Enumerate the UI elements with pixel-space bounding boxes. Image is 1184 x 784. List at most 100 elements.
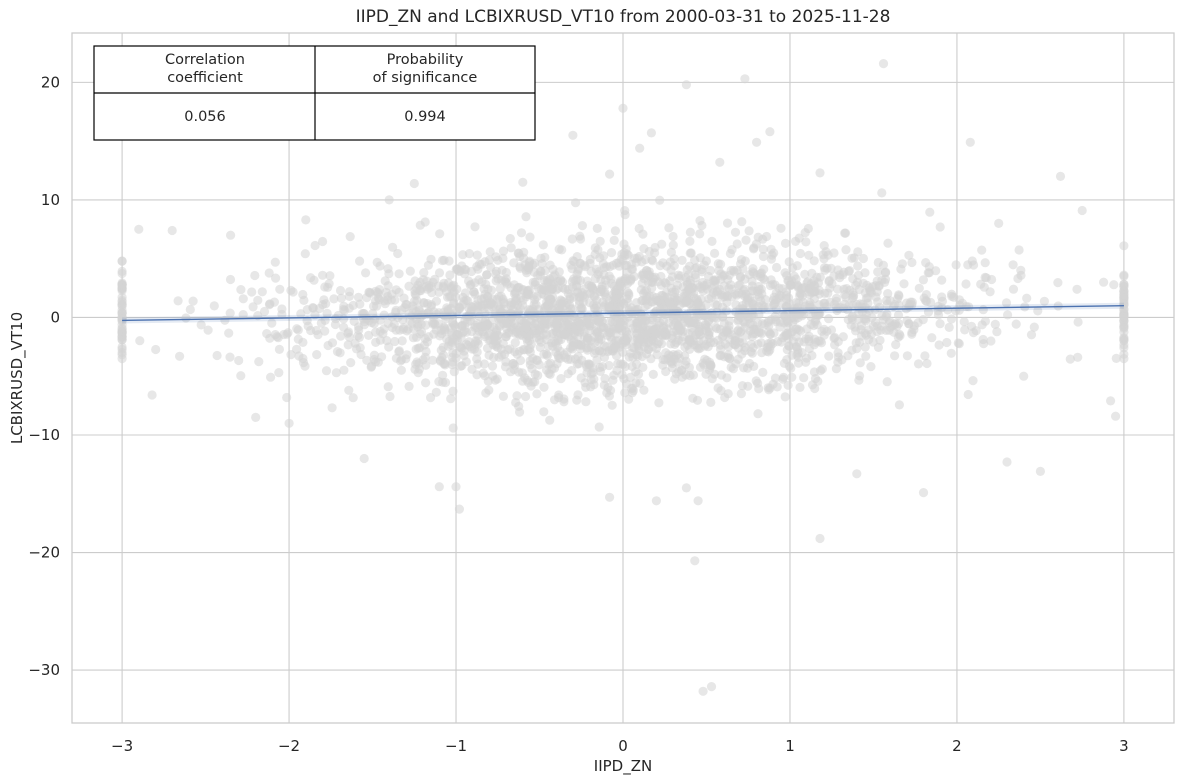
data-point	[553, 302, 563, 313]
data-point	[755, 328, 765, 338]
data-point	[323, 340, 333, 351]
data-point	[1119, 241, 1129, 251]
x-tick-label: 2	[952, 737, 962, 755]
data-point	[428, 355, 438, 365]
data-point	[744, 226, 754, 236]
data-point	[803, 277, 813, 287]
data-point	[681, 80, 692, 90]
data-point	[502, 279, 512, 289]
data-point	[379, 296, 389, 306]
data-point	[539, 275, 549, 286]
data-point	[457, 320, 468, 330]
data-point	[650, 242, 660, 253]
data-point	[751, 376, 761, 386]
data-point	[651, 329, 661, 339]
data-point	[800, 269, 810, 279]
data-point	[516, 228, 527, 238]
data-point	[700, 319, 710, 329]
data-point	[635, 143, 645, 153]
data-point	[449, 367, 459, 377]
data-point	[502, 329, 512, 339]
data-point	[592, 223, 602, 233]
data-point	[745, 326, 755, 336]
regression-line	[122, 305, 1124, 322]
data-point	[994, 218, 1004, 228]
data-point	[494, 352, 504, 362]
data-point	[545, 415, 555, 425]
data-point	[209, 301, 219, 311]
data-point	[379, 324, 389, 334]
data-point	[490, 375, 500, 385]
data-point	[951, 260, 961, 270]
data-point	[608, 375, 618, 385]
data-point	[852, 469, 862, 479]
data-point	[609, 344, 619, 354]
data-point	[615, 317, 625, 327]
data-point	[451, 482, 461, 492]
data-point	[1119, 279, 1129, 289]
data-point	[610, 226, 621, 236]
data-point	[443, 292, 453, 302]
data-point	[134, 224, 144, 234]
data-point	[366, 362, 376, 372]
data-point	[359, 309, 369, 319]
data-point	[383, 264, 393, 274]
data-point	[446, 303, 456, 314]
data-point	[842, 284, 852, 294]
data-point	[419, 298, 429, 308]
data-point	[562, 320, 572, 331]
data-point	[831, 364, 842, 374]
data-point	[780, 392, 790, 402]
data-point	[247, 287, 257, 297]
data-point	[1072, 284, 1082, 294]
data-point	[782, 271, 792, 281]
data-point	[418, 275, 428, 285]
data-point	[978, 334, 988, 345]
data-point	[410, 364, 420, 374]
data-point	[270, 257, 280, 267]
data-point	[535, 323, 546, 333]
data-point	[506, 243, 516, 253]
data-point	[944, 322, 954, 332]
data-point	[388, 242, 398, 252]
data-point	[818, 250, 828, 260]
data-point	[375, 315, 385, 325]
data-point	[668, 231, 678, 242]
data-point	[502, 318, 512, 329]
data-point	[794, 325, 804, 335]
stats-value-correlation: 0.056	[184, 109, 226, 125]
data-point	[345, 232, 355, 242]
data-point	[372, 257, 382, 267]
data-point	[918, 275, 929, 285]
data-point	[954, 339, 964, 349]
data-point	[594, 422, 604, 432]
data-point	[505, 344, 515, 354]
data-point	[552, 314, 563, 324]
data-point	[318, 270, 328, 280]
data-point	[607, 335, 617, 345]
data-point	[303, 321, 313, 331]
data-point	[738, 264, 748, 274]
data-point	[1099, 277, 1109, 287]
data-point	[264, 268, 274, 278]
data-point	[913, 318, 923, 328]
data-point	[336, 331, 346, 341]
data-point	[563, 369, 573, 379]
data-point	[274, 368, 284, 378]
data-point	[814, 289, 825, 299]
data-point	[801, 237, 811, 247]
data-point	[607, 278, 617, 289]
data-point	[448, 334, 458, 344]
data-point	[669, 261, 679, 271]
data-point	[743, 293, 753, 303]
data-point	[668, 350, 679, 360]
data-point	[667, 363, 677, 373]
data-point	[590, 243, 600, 253]
data-point	[783, 380, 793, 390]
data-point	[760, 275, 770, 285]
data-point	[606, 316, 616, 326]
data-point	[619, 251, 630, 261]
data-point	[925, 207, 935, 217]
data-point	[701, 369, 711, 379]
data-point	[397, 336, 407, 346]
